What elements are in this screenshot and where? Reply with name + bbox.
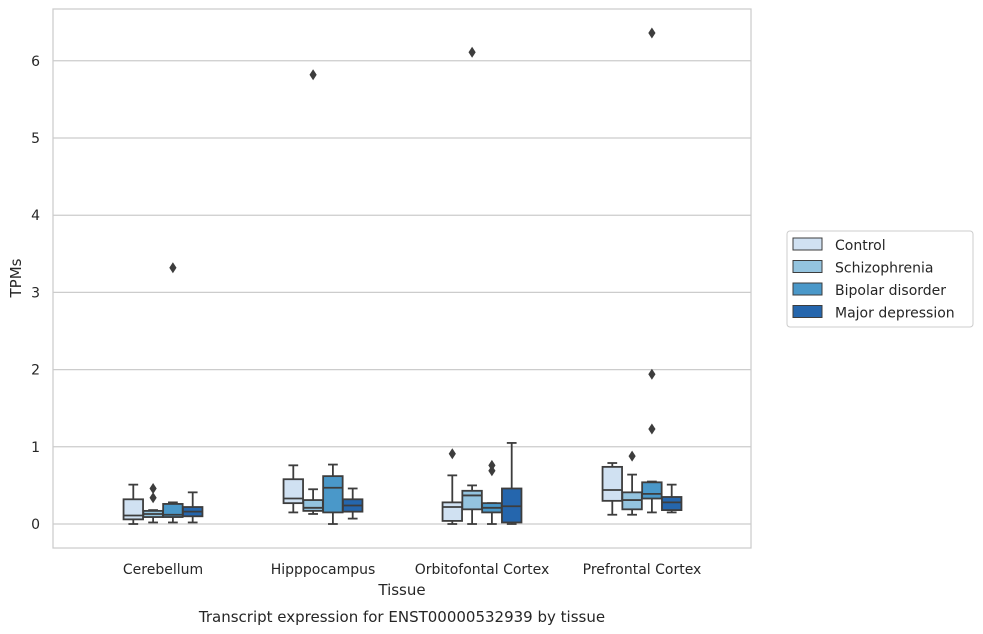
outlier-point-3 [648, 27, 656, 39]
box-rect [282, 478, 304, 505]
outlier-point-1 [309, 69, 317, 81]
box-4-1 [182, 491, 204, 524]
plot-background [52, 8, 752, 549]
box-2-2 [302, 69, 324, 515]
x-tick-labels: Cerebellum Hipppocampus Orbitofontal Corte… [123, 562, 701, 578]
x-tick-label-4: Prefrontal Cortex [583, 562, 702, 578]
box-4-4 [661, 483, 683, 514]
outlier-point-2 [488, 459, 496, 471]
x-tick-label-1: Cerebellum [123, 562, 203, 578]
legend-swatch [792, 260, 823, 273]
box-rect [441, 501, 463, 522]
box-2-4 [621, 450, 643, 516]
y-tick-label-5: 5 [31, 131, 40, 147]
chart-caption: Transcript expression for ENST0000053293… [198, 608, 605, 626]
box-series [122, 27, 683, 525]
box-1-1 [122, 483, 144, 525]
legend-label: Schizophrenia [835, 261, 933, 277]
legend-label: Bipolar disorder [835, 283, 946, 299]
legend: Control Schizophrenia Bipolar disorder Majo… [786, 230, 974, 328]
box-1-3 [441, 448, 463, 525]
y-tick-label-1: 1 [31, 440, 40, 456]
y-tick-label-0: 0 [31, 517, 40, 533]
outlier-point-1 [648, 423, 656, 435]
legend-item-4: Major depression [792, 305, 955, 322]
x-tick-label-3: Orbitofontal Cortex [415, 562, 550, 578]
outlier-point-1 [448, 448, 456, 460]
box-rect [461, 489, 483, 511]
outlier-point-1 [468, 46, 476, 58]
legend-item-2: Schizophrenia [792, 260, 933, 277]
legend-item-3: Bipolar disorder [792, 282, 946, 299]
x-axis-title: Tissue [377, 581, 425, 599]
box-1-4 [601, 462, 623, 516]
box-4-3 [501, 442, 523, 525]
box-rect [641, 481, 663, 500]
y-tick-labels: 0 1 2 3 4 5 6 [31, 54, 40, 533]
outlier-point-2 [648, 368, 656, 380]
box-3-3 [481, 459, 503, 525]
y-tick-label-6: 6 [31, 54, 40, 70]
box-1-2 [282, 464, 304, 514]
legend-swatch [792, 237, 823, 251]
x-tick-label-2: Hipppocampus [271, 562, 376, 578]
box-2-3 [461, 46, 483, 525]
box-rect [661, 496, 683, 512]
outlier-point-1 [169, 262, 177, 274]
box-rect [601, 465, 623, 502]
outlier-point-2 [149, 482, 157, 494]
y-tick-label-2: 2 [31, 363, 40, 379]
outlier-point-1 [628, 450, 636, 462]
box-rect [302, 499, 324, 512]
y-gridlines [53, 60, 751, 525]
legend-frame [786, 230, 974, 328]
box-3-4 [641, 27, 663, 514]
box-4-2 [342, 487, 364, 520]
box-3-2 [322, 463, 344, 525]
y-tick-label-3: 3 [31, 285, 40, 301]
legend-swatch [792, 282, 823, 296]
box-3-1 [162, 262, 184, 524]
legend-label: Major depression [835, 306, 955, 322]
y-axis-title: TPMs [7, 258, 25, 298]
legend-swatch [792, 305, 823, 318]
box-rect [122, 498, 144, 521]
legend-label: Control [835, 238, 886, 254]
outlier-point-1 [149, 492, 157, 504]
legend-item-1: Control [792, 237, 886, 254]
box-rect [322, 475, 344, 514]
y-tick-label-4: 4 [31, 208, 40, 224]
